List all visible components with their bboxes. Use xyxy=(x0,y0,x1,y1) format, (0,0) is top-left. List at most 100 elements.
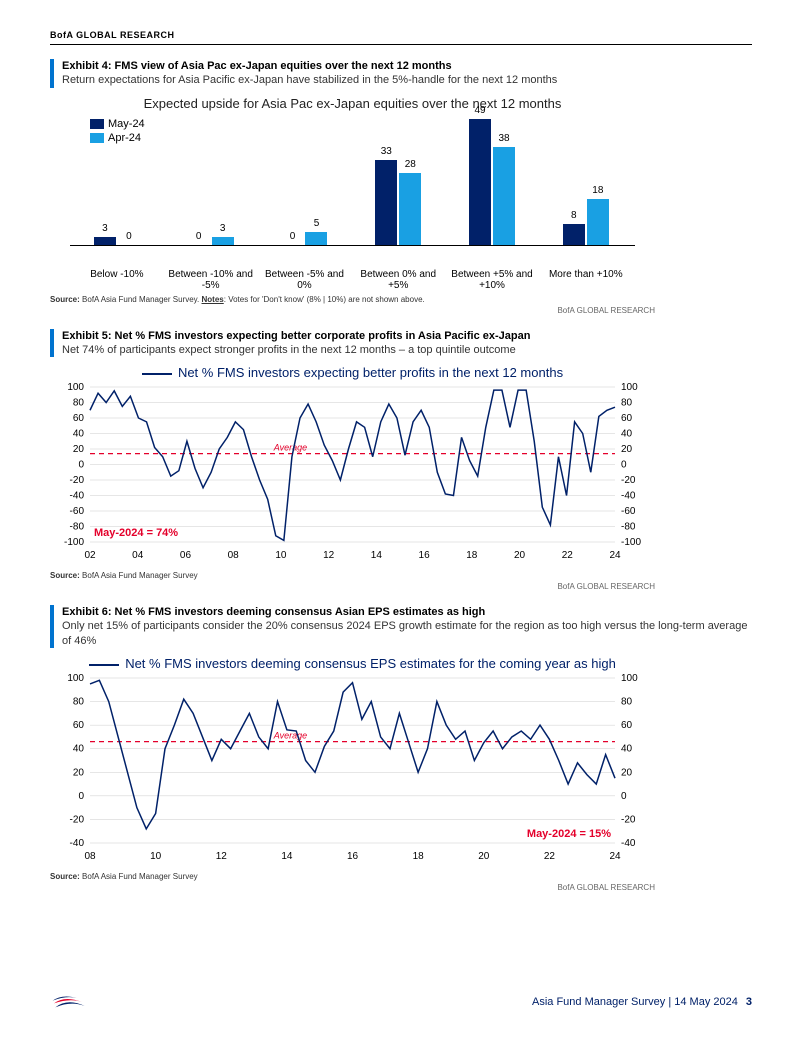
bar-value-label: 28 xyxy=(399,159,421,170)
bar-group: 818 xyxy=(539,118,633,245)
exhibit-5: Exhibit 5: Net % FMS investors expecting… xyxy=(50,329,752,592)
svg-text:40: 40 xyxy=(621,744,633,755)
chart-title-text: Net % FMS investors expecting better pro… xyxy=(178,365,563,380)
bar-group: 03 xyxy=(164,118,258,245)
source-line: Source: BofA Asia Fund Manager Survey xyxy=(50,571,752,580)
svg-text:Average: Average xyxy=(273,443,307,453)
bofa-tag: BofA GLOBAL RESEARCH xyxy=(50,582,655,591)
legend-dash xyxy=(142,373,172,375)
legend-dash xyxy=(89,664,119,666)
bar-value-label: 0 xyxy=(188,231,210,242)
svg-text:04: 04 xyxy=(132,550,144,561)
svg-text:40: 40 xyxy=(73,429,85,440)
exhibit-head: Exhibit 6: Net % FMS investors deeming c… xyxy=(50,605,752,648)
svg-text:-40: -40 xyxy=(621,491,636,502)
svg-text:20: 20 xyxy=(478,851,490,862)
bar-value-label: 3 xyxy=(94,223,116,234)
source-text: BofA Asia Fund Manager Survey. xyxy=(82,295,199,304)
svg-text:80: 80 xyxy=(621,398,633,409)
bar-chart: Expected upside for Asia Pac ex-Japan eq… xyxy=(50,96,655,291)
line-chart-svg: -100-100-80-80-60-60-40-40-20-2000202040… xyxy=(50,382,655,562)
exhibit-4: Exhibit 4: FMS view of Asia Pac ex-Japan… xyxy=(50,59,752,315)
svg-text:20: 20 xyxy=(621,444,633,455)
x-axis-label: More than +10% xyxy=(539,265,633,291)
svg-text:18: 18 xyxy=(466,550,478,561)
page: BofA GLOBAL RESEARCH Exhibit 4: FMS view… xyxy=(0,0,802,1037)
svg-text:02: 02 xyxy=(84,550,96,561)
line-chart-5: Net % FMS investors expecting better pro… xyxy=(50,365,655,567)
exhibit-subtitle: Return expectations for Asia Pacific ex-… xyxy=(62,73,752,87)
svg-text:100: 100 xyxy=(67,382,84,393)
x-axis-label: Between -10% and -5% xyxy=(164,265,258,291)
bar: 33 xyxy=(375,160,397,244)
svg-text:18: 18 xyxy=(413,851,425,862)
source-text: BofA Asia Fund Manager Survey xyxy=(82,571,198,580)
exhibit-6: Exhibit 6: Net % FMS investors deeming c… xyxy=(50,605,752,892)
notes-text: : Votes for 'Don't know' (8% | 10%) are … xyxy=(224,295,425,304)
bar: 3 xyxy=(94,237,116,245)
bar-value-label: 3 xyxy=(212,223,234,234)
bar-value-label: 0 xyxy=(281,231,303,242)
svg-text:Average: Average xyxy=(273,731,307,741)
svg-text:60: 60 xyxy=(73,413,85,424)
chart-title-text: Net % FMS investors deeming consensus EP… xyxy=(125,656,616,671)
bar-group: 4938 xyxy=(445,118,539,245)
bar-x-labels: Below -10%Between -10% and -5%Between -5… xyxy=(70,265,635,291)
svg-text:22: 22 xyxy=(544,851,556,862)
svg-text:0: 0 xyxy=(621,460,627,471)
svg-text:16: 16 xyxy=(347,851,359,862)
bofa-tag: BofA GLOBAL RESEARCH xyxy=(50,883,655,892)
svg-text:-60: -60 xyxy=(70,506,85,517)
x-axis-label: Below -10% xyxy=(70,265,164,291)
x-axis-label: Between -5% and 0% xyxy=(258,265,352,291)
bofa-logo-icon xyxy=(50,991,90,1013)
source-label: Source: xyxy=(50,295,80,304)
svg-text:60: 60 xyxy=(621,720,633,731)
footer-text: Asia Fund Manager Survey | 14 May 20243 xyxy=(532,996,752,1008)
svg-text:-20: -20 xyxy=(70,475,85,486)
exhibit-title: Exhibit 6: Net % FMS investors deeming c… xyxy=(62,605,752,619)
bofa-tag: BofA GLOBAL RESEARCH xyxy=(50,306,655,315)
bar-value-label: 5 xyxy=(305,218,327,229)
bar-group: 05 xyxy=(258,118,352,245)
svg-text:-40: -40 xyxy=(70,491,85,502)
page-header: BofA GLOBAL RESEARCH xyxy=(50,30,752,45)
bar: 28 xyxy=(399,173,421,245)
bar-value-label: 49 xyxy=(469,105,491,116)
svg-text:24: 24 xyxy=(609,851,621,862)
exhibit-head: Exhibit 5: Net % FMS investors expecting… xyxy=(50,329,752,358)
exhibit-title: Exhibit 5: Net % FMS investors expecting… xyxy=(62,329,752,343)
bar-group: 3328 xyxy=(351,118,445,245)
svg-text:80: 80 xyxy=(73,697,85,708)
svg-text:0: 0 xyxy=(78,791,84,802)
svg-text:80: 80 xyxy=(73,398,85,409)
bar-value-label: 8 xyxy=(563,210,585,221)
bar-value-label: 33 xyxy=(375,146,397,157)
svg-text:0: 0 xyxy=(78,460,84,471)
svg-text:60: 60 xyxy=(621,413,633,424)
svg-text:40: 40 xyxy=(73,744,85,755)
chart-title: Net % FMS investors deeming consensus EP… xyxy=(50,656,655,671)
svg-text:06: 06 xyxy=(180,550,192,561)
svg-text:-60: -60 xyxy=(621,506,636,517)
source-label: Source: xyxy=(50,571,80,580)
svg-text:-20: -20 xyxy=(621,475,636,486)
svg-text:60: 60 xyxy=(73,720,85,731)
bar-plot-area: 30030533284938818 xyxy=(70,118,635,246)
source-line: Source: BofA Asia Fund Manager Survey. N… xyxy=(50,295,752,304)
svg-text:10: 10 xyxy=(150,851,162,862)
bar: 38 xyxy=(493,147,515,244)
bar: 5 xyxy=(305,232,327,245)
svg-text:-20: -20 xyxy=(70,815,85,826)
svg-text:-80: -80 xyxy=(621,522,636,533)
bar: 3 xyxy=(212,237,234,245)
svg-text:-20: -20 xyxy=(621,815,636,826)
bar: 18 xyxy=(587,199,609,245)
chart-title: Net % FMS investors expecting better pro… xyxy=(50,365,655,380)
svg-text:80: 80 xyxy=(621,697,633,708)
svg-text:12: 12 xyxy=(323,550,335,561)
svg-text:20: 20 xyxy=(73,767,85,778)
bar-group: 30 xyxy=(70,118,164,245)
svg-text:08: 08 xyxy=(228,550,240,561)
svg-text:-100: -100 xyxy=(621,537,641,548)
